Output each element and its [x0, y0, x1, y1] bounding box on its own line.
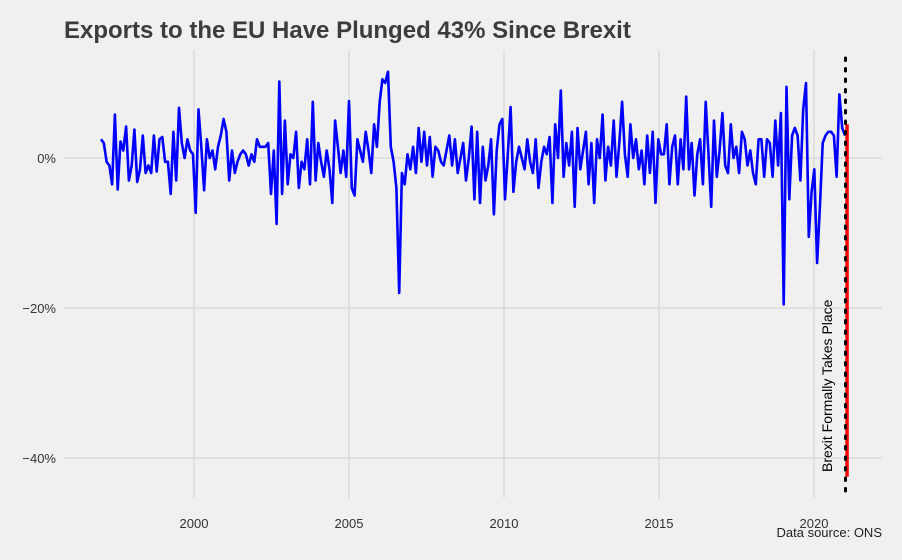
x-tick-label: 2020: [800, 516, 829, 531]
series-layer: [99, 70, 847, 306]
x-tick-label: 2010: [490, 516, 519, 531]
data-source-note: Data source: ONS: [777, 525, 883, 540]
y-tick-label: 0%: [37, 151, 56, 166]
chart-title: Exports to the EU Have Plunged 43% Since…: [64, 17, 631, 44]
y-tick-label: −40%: [22, 451, 56, 466]
brexit-event-label: Brexit Formally Takes Place: [819, 299, 835, 472]
x-tick-label: 2000: [180, 516, 209, 531]
x-tick-label: 2015: [645, 516, 674, 531]
y-tick-label: −20%: [22, 301, 56, 316]
series-line: [99, 70, 847, 306]
x-tick-label: 2005: [335, 516, 364, 531]
annotation-layer: Brexit Formally Takes Place: [819, 56, 849, 499]
